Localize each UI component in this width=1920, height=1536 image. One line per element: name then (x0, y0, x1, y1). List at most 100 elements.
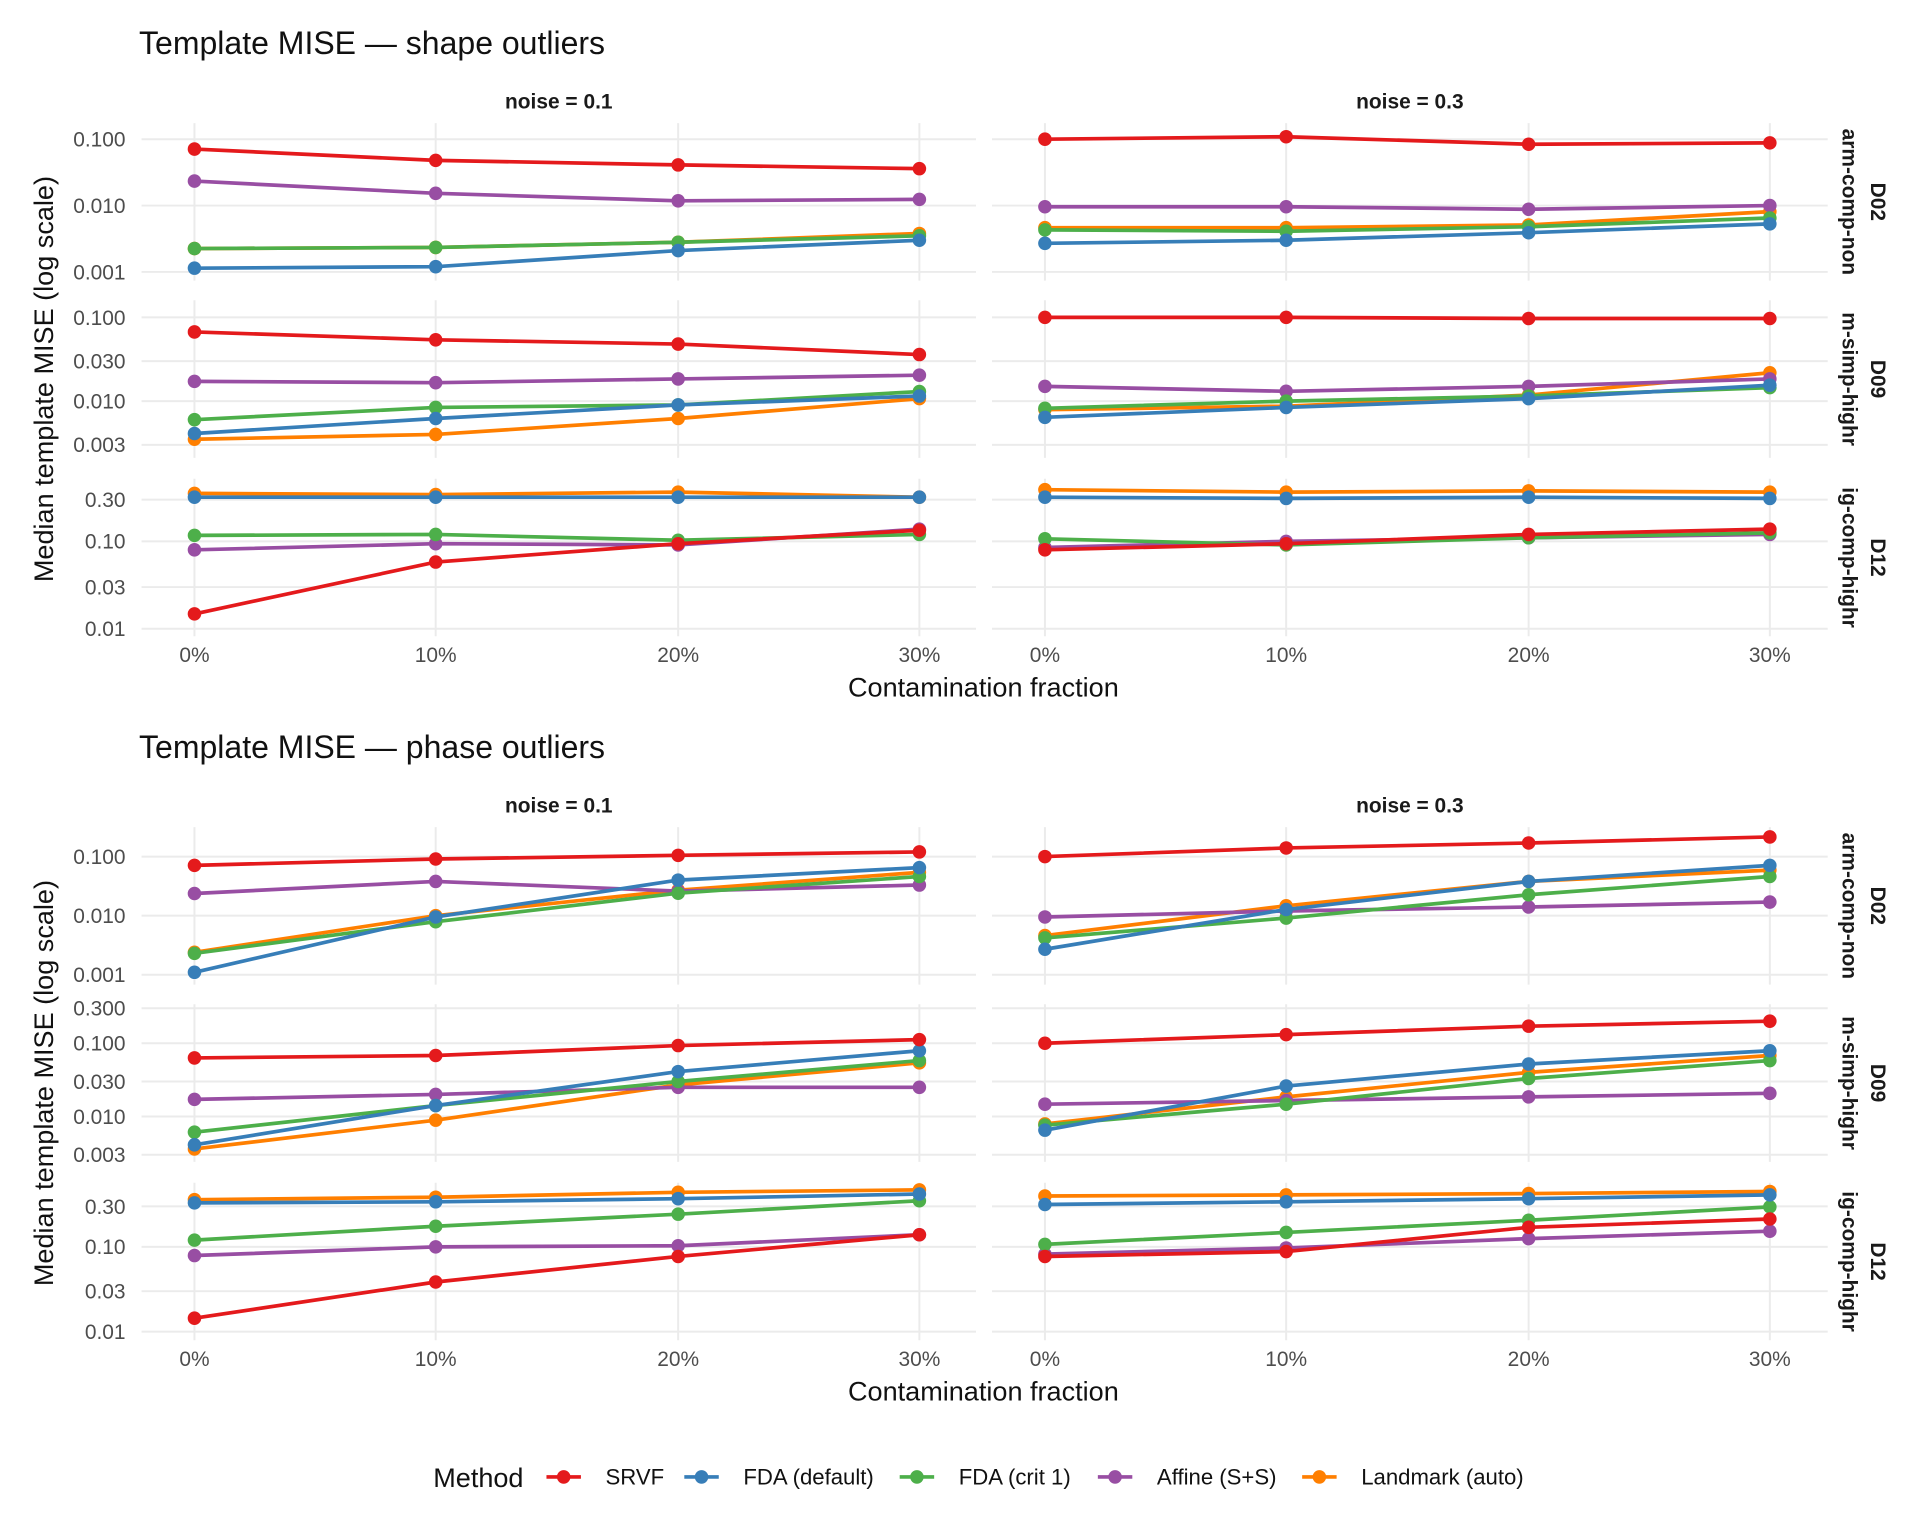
data-point (671, 1238, 685, 1253)
row-strip-label: D12 (1866, 538, 1889, 576)
data-point (1763, 1200, 1777, 1214)
row-strip-description: m-simp-highr (1837, 312, 1860, 446)
y-tick-label: 0.100 (73, 846, 125, 869)
data-point (187, 528, 202, 543)
data-point (1521, 874, 1536, 889)
data-point (1038, 410, 1052, 425)
series-line (194, 865, 920, 975)
data-point (1038, 132, 1052, 146)
data-point (671, 1074, 685, 1089)
series-line (1044, 487, 1770, 494)
legend-label: Affine (S+S) (1157, 1464, 1277, 1489)
data-point (671, 873, 685, 887)
data-point (187, 426, 202, 441)
data-point (912, 161, 927, 176)
data-point (1279, 233, 1293, 248)
series-line (1044, 1048, 1770, 1132)
data-point (187, 965, 202, 980)
x-axis-title: Contamination fraction (848, 672, 1119, 703)
data-point (428, 874, 443, 889)
series-line (1044, 495, 1770, 501)
row-strip-description: m-simp-highr (1837, 1016, 1860, 1150)
data-point (1038, 1036, 1052, 1050)
data-point (187, 607, 202, 621)
series-line (194, 179, 920, 203)
data-point (671, 1249, 685, 1264)
data-point (671, 536, 685, 551)
series-line (1044, 527, 1770, 552)
legend-label: FDA (default) (743, 1464, 873, 1489)
legend-item: FDA (crit 1) (899, 1464, 1071, 1489)
data-point (1521, 1057, 1536, 1071)
series-line (194, 1048, 920, 1147)
y-tick-label: 0.100 (73, 1033, 125, 1056)
data-point (1279, 1079, 1293, 1093)
series-line (1044, 900, 1770, 919)
data-point (428, 1195, 443, 1209)
data-point (1038, 1197, 1052, 1212)
series-line (1044, 1053, 1770, 1126)
x-tick-label: 20% (1508, 1348, 1550, 1371)
panel-D12-2 (992, 478, 1828, 637)
data-point (428, 536, 443, 551)
data-point (1763, 1086, 1777, 1101)
data-point (1763, 217, 1777, 231)
data-point (1763, 378, 1777, 392)
data-point (1763, 1053, 1777, 1068)
panel-D12-2 (992, 1182, 1828, 1341)
data-point (187, 886, 202, 901)
series-line (1044, 1205, 1770, 1247)
data-point (1038, 490, 1052, 504)
panel-D09-1 (141, 1004, 976, 1162)
series-line (194, 1058, 920, 1135)
data-point (912, 1053, 927, 1068)
series-line (194, 394, 920, 436)
data-point (1521, 1191, 1536, 1206)
data-point (1279, 536, 1293, 551)
data-point (428, 1275, 443, 1289)
data-point (1279, 129, 1293, 144)
y-tick-label: 0.003 (73, 434, 125, 457)
data-point (671, 372, 685, 386)
row-strip-description: arm-comp-non (1837, 833, 1860, 979)
y-tick-label: 0.300 (73, 998, 125, 1021)
series-line (194, 396, 920, 442)
legend-key-point (1312, 1470, 1327, 1484)
chart-title: Template MISE — shape outliers (139, 25, 605, 61)
legend-label: SRVF (606, 1464, 665, 1489)
data-point (187, 325, 202, 339)
data-point (1763, 1224, 1777, 1238)
series-line (1044, 377, 1770, 394)
panel-D02-2 (992, 123, 1828, 281)
data-point (912, 368, 927, 382)
panel-D02-1 (141, 123, 976, 281)
data-point (912, 1032, 927, 1047)
series-line (194, 1037, 920, 1060)
data-point (428, 411, 443, 426)
data-point (1521, 1019, 1536, 1033)
series-line (194, 490, 920, 500)
row-strip-description: arm-comp-non (1837, 129, 1860, 275)
data-point (1763, 136, 1777, 150)
series-line (1044, 315, 1770, 321)
y-tick-label: 0.010 (73, 390, 125, 413)
data-point (1279, 1244, 1293, 1259)
data-point (1521, 1090, 1536, 1104)
series-line (1044, 383, 1770, 420)
data-point (1763, 858, 1777, 873)
row-strip-label: D09 (1866, 1064, 1889, 1102)
data-point (671, 243, 685, 258)
series-line (194, 1198, 920, 1242)
data-point (1763, 869, 1777, 884)
y-tick-label: 0.10 (85, 1236, 126, 1259)
series-line (194, 850, 920, 868)
y-tick-label: 0.30 (85, 1196, 126, 1219)
legend-key-point (556, 1470, 571, 1484)
data-point (428, 852, 443, 866)
data-point (671, 1038, 685, 1053)
series-line (194, 233, 920, 251)
data-point (1038, 223, 1052, 237)
data-point (1279, 491, 1293, 506)
series-line (1044, 203, 1770, 212)
y-tick-label: 0.010 (73, 905, 125, 928)
